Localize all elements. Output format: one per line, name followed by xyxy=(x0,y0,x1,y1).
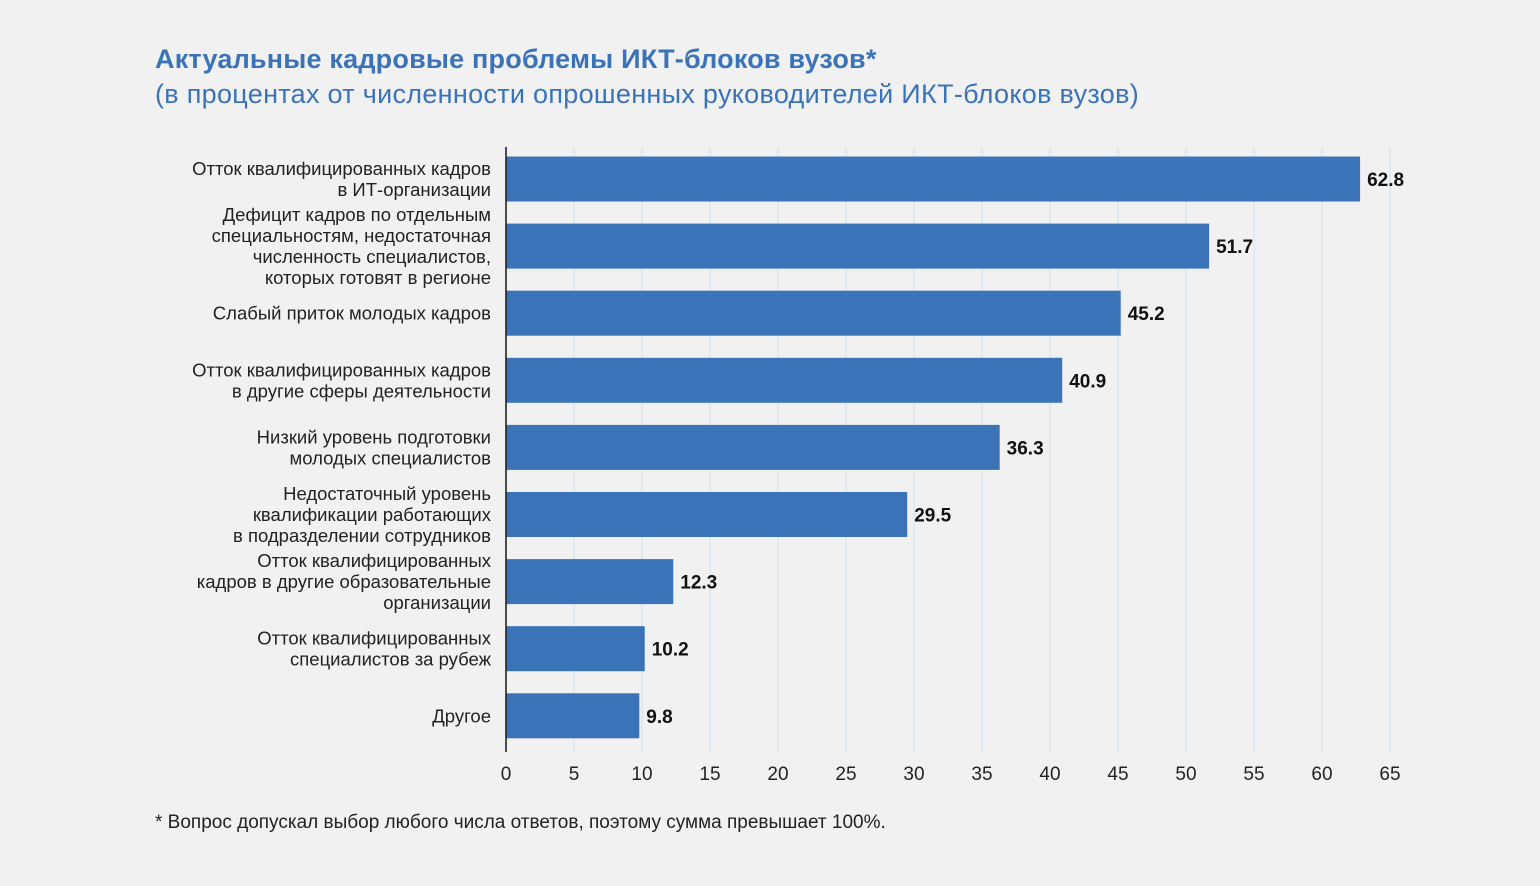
category-label-line: специалистов за рубеж xyxy=(290,649,492,670)
category-label: Отток квалифицированных специалистов за р… xyxy=(257,628,491,670)
category-label-line: Отток квалифицированных кадров xyxy=(192,158,491,179)
category-label: Дефицит кадров по отдельным специальностя… xyxy=(212,204,491,288)
category-label-line: численность специалистов, xyxy=(253,246,491,267)
labels: 0 5 10 15 20 25 30 35 40 45 50 55 60 65 62.8 Отток квал… xyxy=(192,158,1404,785)
category-label: Другое xyxy=(432,705,491,726)
bar xyxy=(506,223,1210,269)
bar xyxy=(506,357,1063,403)
data-label: 51.7 xyxy=(1216,237,1253,258)
chart-subtitle: (в процентах от численности опрошенных р… xyxy=(155,79,1140,109)
category-label-line: Недостаточный уровень xyxy=(283,483,491,504)
x-tick-label: 20 xyxy=(767,764,788,785)
x-tick-label: 0 xyxy=(501,764,512,785)
bar xyxy=(506,156,1361,202)
x-tick-label: 30 xyxy=(903,764,924,785)
category-label-line: в подразделении сотрудников xyxy=(233,525,491,546)
x-tick-label: 50 xyxy=(1175,764,1196,785)
category-label: Слабый приток молодых кадров xyxy=(213,303,491,324)
category-label-line: Отток квалифицированных xyxy=(257,550,491,571)
category-label-line: Отток квалифицированных xyxy=(257,628,491,649)
category-label-line: кадров в другие образовательные xyxy=(197,571,491,592)
category-label-line: Отток квалифицированных кадров xyxy=(192,359,491,380)
bar xyxy=(506,424,1000,470)
category-label-line: организации xyxy=(383,592,491,613)
x-tick-label: 5 xyxy=(569,764,580,785)
category-label-line: которых готовят в регионе xyxy=(265,267,491,288)
chart-title: Актуальные кадровые проблемы ИКТ-блоков … xyxy=(155,44,877,74)
category-label-line: квалификации работающих xyxy=(253,504,492,525)
data-label: 62.8 xyxy=(1367,170,1404,191)
footnote: * Вопрос допускал выбор любого числа отв… xyxy=(155,812,886,833)
category-label-line: Другое xyxy=(432,705,491,726)
category-label-line: Слабый приток молодых кадров xyxy=(213,303,491,324)
bar xyxy=(506,559,674,605)
category-label-line: в другие сферы деятельности xyxy=(232,380,491,401)
category-label: Недостаточный уровень квалификации работа… xyxy=(233,483,492,546)
bars xyxy=(506,156,1361,739)
data-label: 12.3 xyxy=(680,573,717,594)
x-tick-label: 45 xyxy=(1107,764,1128,785)
data-label: 36.3 xyxy=(1007,438,1044,459)
category-label-line: специальностям, недостаточная xyxy=(212,225,491,246)
bar xyxy=(506,626,645,672)
data-label: 10.2 xyxy=(652,640,689,661)
category-label: Отток квалифицированных кадров в ИТ-орган… xyxy=(192,158,491,200)
x-tick-label: 40 xyxy=(1039,764,1060,785)
bar xyxy=(506,492,908,537)
category-label-line: Дефицит кадров по отдельным xyxy=(223,204,491,225)
x-tick-label: 15 xyxy=(699,764,720,785)
category-label: Отток квалифицированных кадров в другие о… xyxy=(197,550,492,613)
category-label-line: молодых специалистов xyxy=(289,447,491,468)
x-tick-label: 25 xyxy=(835,764,856,785)
category-label: Отток квалифицированных кадров в другие с… xyxy=(192,359,491,401)
bar xyxy=(506,290,1121,336)
x-tick-label: 60 xyxy=(1311,764,1332,785)
category-label-line: Низкий уровень подготовки xyxy=(257,426,491,447)
category-label-line: в ИТ-организации xyxy=(337,179,491,200)
x-tick-label: 10 xyxy=(631,764,652,785)
x-tick-label: 55 xyxy=(1243,764,1264,785)
bar xyxy=(506,693,640,739)
data-label: 29.5 xyxy=(914,506,951,527)
x-tick-label: 65 xyxy=(1379,764,1400,785)
data-label: 9.8 xyxy=(646,707,672,728)
data-label: 45.2 xyxy=(1128,304,1165,325)
data-label: 40.9 xyxy=(1069,371,1106,392)
category-label: Низкий уровень подготовки молодых специал… xyxy=(257,426,492,468)
x-tick-label: 35 xyxy=(971,764,992,785)
